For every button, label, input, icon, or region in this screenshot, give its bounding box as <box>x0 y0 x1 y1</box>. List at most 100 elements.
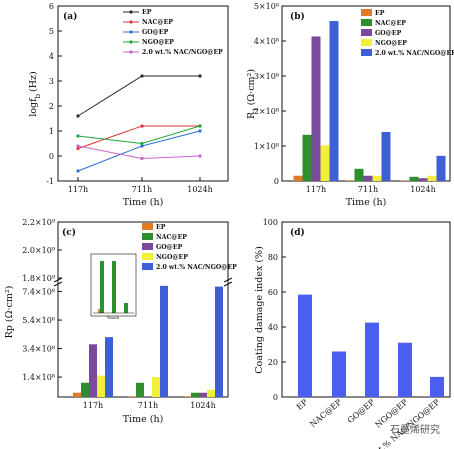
b-bar-ep-711h <box>345 180 355 181</box>
c-bar-2-0-wt-nac-ngo-ep-711h <box>160 285 168 397</box>
a-ytick-label: 5 <box>49 27 54 36</box>
b-ytick-label: 5×10⁸ <box>254 2 279 11</box>
b-ytick-label: 3×10⁸ <box>254 72 279 81</box>
c-legend-label: 2.0 wt.% NAC/NGO@EP <box>156 264 237 271</box>
panel-d-tag: (d) <box>290 227 305 238</box>
b-legend-label: NAC@EP <box>375 20 406 27</box>
c-bar-go-ep-117h <box>89 344 97 397</box>
b-bar-2-0-wt-nac-ngo-ep-711h <box>381 132 391 181</box>
c-legend-swatch <box>142 243 153 250</box>
panel-a-xlabel: Time (h) <box>123 197 164 208</box>
a-legend-label: GO@EP <box>142 29 169 36</box>
b-legend-swatch <box>361 49 372 56</box>
a-point-ngo-ep <box>76 134 80 138</box>
c-bar-ngo-ep-711h <box>152 377 160 397</box>
c-bar-ep-117h <box>73 392 81 397</box>
a-ytick-label: 1 <box>49 127 54 136</box>
panel-c-inset: Time/h <box>90 253 137 320</box>
c-legend-label: NGO@EP <box>156 254 188 261</box>
c-bar-ngo-ep-117h <box>97 375 105 397</box>
d-ytick-label: 20 <box>268 358 278 367</box>
panel-c-xlabel: Time (h) <box>123 414 164 425</box>
b-legend-swatch <box>361 29 372 36</box>
b-legend-swatch <box>361 9 372 16</box>
a-ytick-label: 6 <box>49 2 54 11</box>
b-bar-ep-117h <box>293 175 303 181</box>
axis-break-marks <box>53 277 233 287</box>
panel-b-ylabel-main: R <box>246 111 257 119</box>
d-ytick-label: 60 <box>268 288 278 297</box>
a-legend-label: EP <box>142 9 152 16</box>
a-legend-marker <box>129 10 133 14</box>
b-bar-nac-ep-117h <box>302 134 312 181</box>
a-legend-label: 2.0 wt.% NAC/NGO@EP <box>142 49 223 56</box>
b-ytick-label: 1×10⁸ <box>254 142 279 151</box>
inset-bar-3 <box>124 303 128 313</box>
b-ytick-label: 4×10⁸ <box>254 37 279 46</box>
b-bar-go-ep-1024h <box>418 178 428 181</box>
panel-c-tag: (c) <box>62 227 76 238</box>
panel-b-ylabel: R1 (Ω·cm²) <box>246 69 260 119</box>
a-point-ep <box>76 114 80 118</box>
c-bar-go-ep-711h <box>144 396 152 397</box>
panel-a-ylabel-sub: b <box>34 93 42 98</box>
d-bar-nac-ep <box>332 351 346 397</box>
d-bar-ep <box>298 294 312 397</box>
a-point-ep <box>198 74 202 78</box>
a-point-2-0-wt-nac-ngo-ep <box>198 154 202 158</box>
panel-b-tag: (b) <box>290 11 305 22</box>
a-legend-marker <box>129 40 133 44</box>
c-ytick-label: 3.4×10⁸ <box>22 345 55 354</box>
a-ytick-label: 2 <box>49 102 54 111</box>
c-legend-label: EP <box>156 224 166 231</box>
c-bar-nac-ep-117h <box>81 382 89 397</box>
a-xtick-label: 117h <box>68 185 88 194</box>
c-ytick-label: 2.0×10⁹ <box>22 246 56 255</box>
a-xtick-label: 1024h <box>187 185 213 194</box>
c-bar-go-ep-1024h <box>199 392 207 397</box>
c-ytick-label: 1.4×10⁸ <box>22 373 55 382</box>
b-xtick-label: 1024h <box>410 185 436 194</box>
b-legend-label: 2.0 wt.% NAC/NGO@EP <box>375 50 454 57</box>
d-bar-go-ep <box>365 322 379 397</box>
a-legend-label: NGO@EP <box>142 39 174 46</box>
inset-bar-4 <box>98 309 100 313</box>
b-legend-swatch <box>361 39 372 46</box>
a-series-line-nac-ep <box>77 125 200 149</box>
panel-b-ylabel-sub: 1 <box>252 107 260 111</box>
a-legend-marker <box>129 50 133 54</box>
a-point-go-ep <box>76 169 80 173</box>
c-bar-nac-ep-1024h <box>191 392 199 397</box>
panel-d-ylabel: Coating damage index (%) <box>254 246 265 374</box>
d-ytick-label: 100 <box>263 218 278 227</box>
panel-c-ylabel-unit: (Ω·cm²) <box>4 286 15 322</box>
panel-b: (b) 0 1×10⁸ 2×10⁸ 3×10⁸ 4×10⁸ 5×10⁸ 117h 711h 1… <box>246 2 454 208</box>
panel-b-ylabel-unit: (Ω·cm²) <box>246 69 257 105</box>
watermark: 石墨烯研究 <box>390 423 440 436</box>
a-series-line-go-ep <box>77 130 201 172</box>
a-series-line-ep <box>77 75 200 117</box>
a-ytick-label: 4 <box>49 52 54 61</box>
panel-c-ylabel: Rp (Ω·cm²) <box>4 286 15 339</box>
panel-a-ylabel-unit: (Hz) <box>28 71 39 92</box>
panel-a-ylabel: logfb(Hz) <box>28 71 42 117</box>
c-bar-2-0-wt-nac-ngo-ep-117h <box>105 337 113 397</box>
b-bar-ngo-ep-711h <box>372 175 382 181</box>
panel-a-ylabel-main: logf <box>28 97 39 117</box>
a-legend-label: NAC@EP <box>142 19 173 26</box>
b-xtick-label: 711h <box>358 185 378 194</box>
b-ytick-label: 2×10⁸ <box>254 107 279 116</box>
a-ytick-label: -1 <box>46 177 54 186</box>
a-xtick-label: 711h <box>132 185 152 194</box>
c-ytick-label: 1.8×10⁹ <box>22 274 56 283</box>
c-bar-ep-1024h <box>183 396 191 397</box>
a-point-2-0-wt-nac-ngo-ep <box>140 156 144 161</box>
c-bar-nac-ep-711h <box>136 382 144 397</box>
b-legend-label: EP <box>375 10 385 17</box>
a-ytick-label: 0 <box>49 152 54 161</box>
a-point-2-0-wt-nac-ngo-ep <box>76 144 80 148</box>
panel-c: (c) 1.4×10⁸ 3.4×10⁸ 5.4×10⁸ 7.4×10⁸ 1.8×10⁹ 2… <box>4 218 237 425</box>
c-xtick-label: 711h <box>138 401 158 410</box>
